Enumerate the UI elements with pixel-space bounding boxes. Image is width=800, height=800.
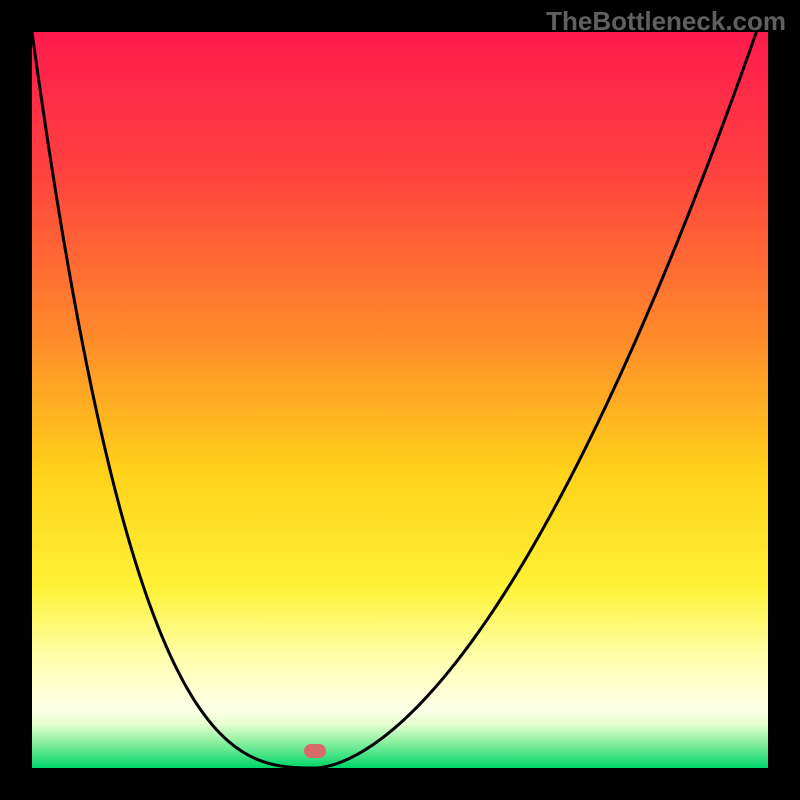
watermark: TheBottleneck.com [546,6,786,37]
plot-area [32,32,768,768]
watermark-text: TheBottleneck.com [546,6,786,36]
curve-path [32,32,768,768]
minimum-marker [304,744,327,758]
bottleneck-curve [32,32,768,768]
